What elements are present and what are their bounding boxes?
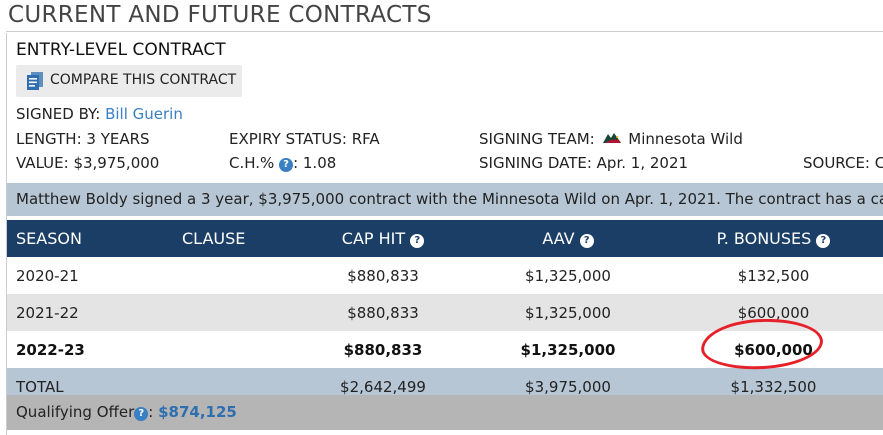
season-cell: 2021-22 xyxy=(7,294,173,331)
header-cap-hit[interactable]: CAP HIT ? xyxy=(293,220,473,257)
header-clause[interactable]: CLAUSE xyxy=(173,220,293,257)
cap-hit-cell: $880,833 xyxy=(293,294,473,331)
help-icon[interactable]: ? xyxy=(134,407,149,421)
signing-team: SIGNING TEAM: Minnesota Wild xyxy=(479,130,743,148)
compare-contract-label: COMPARE THIS CONTRACT xyxy=(50,72,237,88)
contract-length: LENGTH: 3 YEARS xyxy=(16,130,150,148)
contract-summary: Matthew Boldy signed a 3 year, $3,975,00… xyxy=(7,183,883,216)
aav-cell: $1,325,000 xyxy=(473,294,663,331)
table-header-row: SEASON CLAUSE CAP HIT ? AAV ? P. BONUSES… xyxy=(7,220,883,257)
help-icon[interactable]: ? xyxy=(816,234,831,248)
expiry-status: EXPIRY STATUS: RFA xyxy=(229,130,380,148)
p-bonuses-cell: $600,000 xyxy=(663,331,883,368)
p-bonuses-cell: $600,000 xyxy=(663,294,883,331)
clause-cell xyxy=(173,294,293,331)
header-season[interactable]: SEASON xyxy=(7,220,173,257)
minnesota-wild-logo-icon xyxy=(602,133,621,143)
contract-table: SEASON CLAUSE CAP HIT ? AAV ? P. BONUSES… xyxy=(7,220,883,405)
signing-date: SIGNING DATE: Apr. 1, 2021 xyxy=(479,154,689,172)
season-cell: 2022-23 xyxy=(7,331,173,368)
qualifying-offer-label: Qualifying Offer xyxy=(16,403,135,421)
signed-by-agent-link[interactable]: Bill Guerin xyxy=(105,105,183,123)
header-aav[interactable]: AAV ? xyxy=(473,220,663,257)
table-row-current: 2022-23 $880,833 $1,325,000 $600,000 xyxy=(7,331,883,368)
document-compare-icon xyxy=(27,72,43,90)
table-row: 2021-22 $880,833 $1,325,000 $600,000 xyxy=(7,294,883,331)
clause-cell xyxy=(173,257,293,294)
ch-pct-label: C.H.% xyxy=(229,154,275,172)
header-p-bonuses[interactable]: P. BONUSES ? xyxy=(663,220,883,257)
clause-cell xyxy=(173,331,293,368)
signed-by: SIGNED BY: Bill Guerin xyxy=(16,105,183,123)
qualifying-offer-value: $874,125 xyxy=(158,403,237,421)
title-divider xyxy=(6,31,883,32)
signing-team-label: SIGNING TEAM: xyxy=(479,130,595,148)
signing-team-value: Minnesota Wild xyxy=(628,130,743,148)
qualifying-offer: Qualifying Offer?: $874,125 xyxy=(7,395,883,430)
contract-type-heading: ENTRY-LEVEL CONTRACT xyxy=(16,40,226,60)
season-cell: 2020-21 xyxy=(7,257,173,294)
contract-panel: ENTRY-LEVEL CONTRACT COMPARE THIS CONTRA… xyxy=(6,33,883,435)
page-title: CURRENT AND FUTURE CONTRACTS xyxy=(8,2,432,28)
cap-hit-cell: $880,833 xyxy=(293,257,473,294)
compare-contract-button[interactable]: COMPARE THIS CONTRACT xyxy=(16,65,242,97)
p-bonuses-cell: $132,500 xyxy=(663,257,883,294)
aav-cell: $1,325,000 xyxy=(473,331,663,368)
help-icon[interactable]: ? xyxy=(410,234,425,248)
help-icon[interactable]: ? xyxy=(579,234,594,248)
table-row: 2020-21 $880,833 $1,325,000 $132,500 xyxy=(7,257,883,294)
cap-hit-percentage: C.H.% ?: 1.08 xyxy=(229,154,336,172)
contract-value: VALUE: $3,975,000 xyxy=(16,154,160,172)
ch-pct-value: : 1.08 xyxy=(293,154,337,172)
cap-hit-cell: $880,833 xyxy=(293,331,473,368)
help-icon[interactable]: ? xyxy=(279,158,294,172)
aav-cell: $1,325,000 xyxy=(473,257,663,294)
signed-by-label: SIGNED BY: xyxy=(16,105,101,123)
contract-source: SOURCE: C xyxy=(803,154,883,172)
